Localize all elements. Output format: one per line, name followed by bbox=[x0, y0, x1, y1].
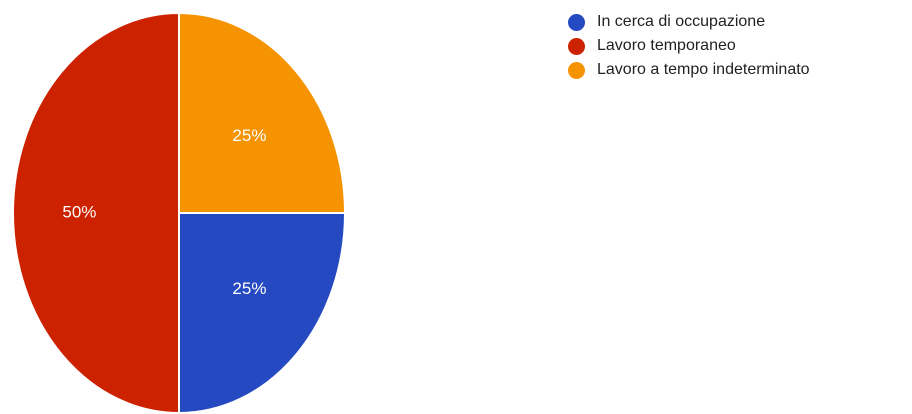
legend-swatch bbox=[568, 61, 585, 79]
pie-slice-value-label: 25% bbox=[232, 126, 266, 145]
legend-swatch bbox=[568, 13, 585, 31]
legend-label: Lavoro a tempo indeterminato bbox=[597, 61, 810, 78]
pie-slice-value-label: 25% bbox=[232, 279, 266, 298]
pie-slice-lavoro-a-tempo-indeterminato bbox=[178, 11, 347, 214]
pie-slice-lavoro-temporaneo bbox=[12, 11, 180, 414]
legend-label: In cerca di occupazione bbox=[597, 13, 766, 30]
chart-legend: In cerca di occupazione Lavoro temporane… bbox=[568, 10, 810, 82]
legend-swatch bbox=[568, 37, 585, 55]
legend-label: Lavoro temporaneo bbox=[597, 37, 736, 54]
pie-slice-value-label: 50% bbox=[62, 202, 96, 221]
legend-item-lavoro-temporaneo: Lavoro temporaneo bbox=[568, 34, 810, 58]
legend-item-lavoro-a-tempo-indeterminato: Lavoro a tempo indeterminato bbox=[568, 58, 810, 82]
pie-slice-in-cerca-di-occupazione bbox=[178, 212, 347, 414]
legend-item-in-cerca-di-occupazione: In cerca di occupazione bbox=[568, 10, 810, 34]
